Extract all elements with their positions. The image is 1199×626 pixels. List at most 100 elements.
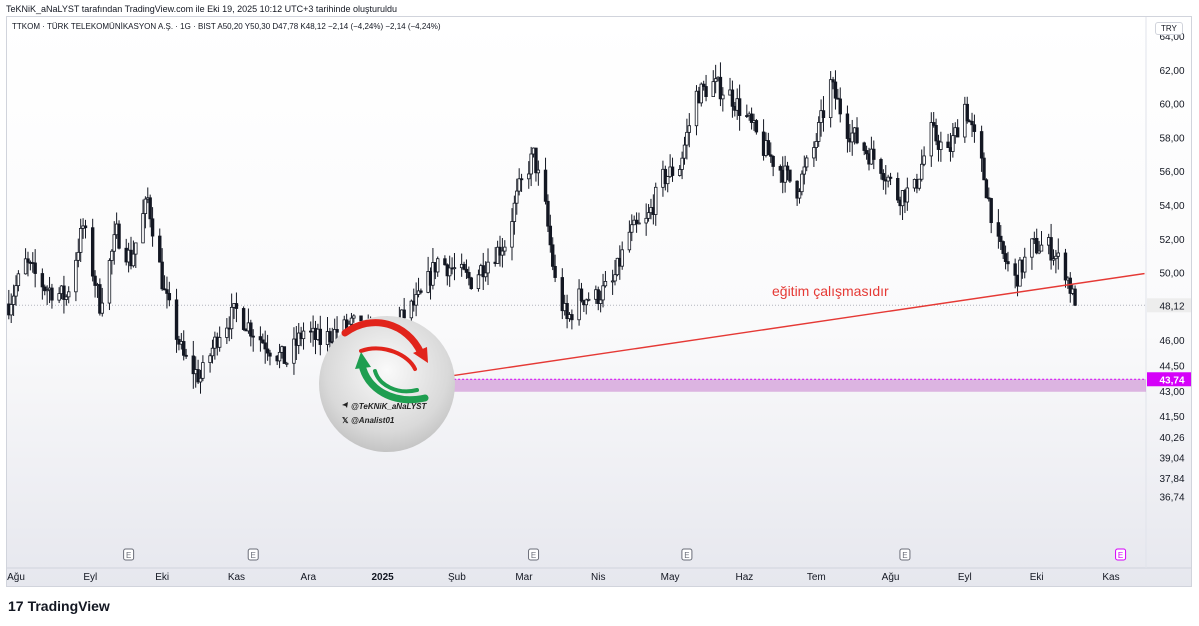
candle-body[interactable]: [9, 304, 13, 316]
candle-body[interactable]: [678, 169, 682, 176]
candle-body[interactable]: [754, 120, 759, 133]
time-axis[interactable]: Ağu Eyl Eki Kas Ara 2025 Şub Mar Nis May Haz Tem Ağu…: [7, 572, 1120, 583]
candle-body[interactable]: [989, 198, 993, 224]
candle-body[interactable]: [687, 125, 691, 133]
candle-body[interactable]: [1035, 237, 1039, 254]
candle-body[interactable]: [349, 317, 354, 325]
candle-body[interactable]: [881, 173, 886, 181]
candle-body[interactable]: [816, 122, 821, 142]
candle-body[interactable]: [896, 178, 900, 201]
candle-body[interactable]: [1018, 259, 1022, 287]
candle-body[interactable]: [512, 202, 517, 222]
candle-body[interactable]: [241, 308, 246, 330]
candle-body[interactable]: [630, 224, 634, 233]
candle-body[interactable]: [352, 315, 356, 319]
candle-body[interactable]: [814, 141, 818, 148]
candle-body[interactable]: [414, 294, 418, 306]
candle-body[interactable]: [546, 200, 550, 227]
candle-body[interactable]: [718, 76, 723, 100]
candle-body[interactable]: [62, 285, 66, 300]
candle-body[interactable]: [158, 235, 162, 263]
candle-body[interactable]: [1049, 237, 1053, 261]
candle-body[interactable]: [646, 212, 651, 219]
candle-body[interactable]: [939, 141, 943, 150]
candle-body[interactable]: [98, 284, 102, 314]
price-chart[interactable]: E E E E E E @TeKNiK_aNaLYST 𝕏 @Analist01 eğit…: [7, 17, 1192, 587]
candle-body[interactable]: [601, 285, 605, 301]
candle-body[interactable]: [191, 355, 196, 375]
candle-body[interactable]: [730, 89, 735, 107]
price-axis[interactable]: 36,74 37,84 39,04 40,26 41,50 43,00 44,50 46,00…: [1159, 32, 1184, 503]
candle-body[interactable]: [265, 348, 270, 354]
candle-body[interactable]: [879, 159, 883, 174]
candle-body[interactable]: [972, 124, 977, 132]
candle-body[interactable]: [644, 217, 648, 224]
candle-body[interactable]: [862, 142, 866, 151]
candle-body[interactable]: [225, 327, 229, 338]
candle-body[interactable]: [1013, 263, 1017, 276]
candle-body[interactable]: [14, 285, 18, 297]
candle-body[interactable]: [872, 148, 876, 160]
candle-body[interactable]: [654, 186, 658, 215]
candle-body[interactable]: [1068, 277, 1072, 294]
candle-body[interactable]: [198, 377, 203, 383]
candle-body[interactable]: [148, 197, 152, 220]
candle-body[interactable]: [699, 83, 703, 104]
candle-body[interactable]: [1037, 250, 1041, 254]
candle-body[interactable]: [436, 258, 440, 273]
candle-body[interactable]: [500, 250, 505, 256]
candle-body[interactable]: [112, 234, 116, 252]
candle-body[interactable]: [905, 187, 910, 203]
candle-body[interactable]: [701, 83, 706, 87]
candle-body[interactable]: [167, 293, 172, 301]
candle-body[interactable]: [850, 132, 854, 143]
candle-body[interactable]: [23, 258, 28, 275]
candle-body[interactable]: [833, 81, 838, 99]
candle-body[interactable]: [788, 169, 792, 182]
candle-body[interactable]: [251, 335, 255, 338]
candle-body[interactable]: [886, 176, 890, 182]
candle-body[interactable]: [1003, 253, 1008, 262]
candle-body[interactable]: [670, 166, 675, 176]
candle-body[interactable]: [680, 157, 684, 170]
currency-button[interactable]: TRY: [1155, 22, 1183, 35]
candle-body[interactable]: [551, 244, 555, 267]
candle-body[interactable]: [141, 213, 145, 244]
candle-body[interactable]: [510, 221, 514, 248]
candle-body[interactable]: [1006, 261, 1010, 265]
earnings-marker[interactable]: [681, 548, 693, 561]
candle-body[interactable]: [812, 147, 816, 159]
candle-body[interactable]: [979, 131, 984, 159]
candle-body[interactable]: [570, 314, 574, 321]
candle-body[interactable]: [93, 275, 97, 286]
candle-body[interactable]: [984, 179, 989, 199]
candle-body[interactable]: [263, 342, 267, 350]
tradingview-logo[interactable]: 17 TradingView: [8, 598, 110, 614]
candle-body[interactable]: [467, 272, 471, 279]
candle-body[interactable]: [711, 81, 715, 97]
candle-body[interactable]: [1073, 288, 1077, 306]
candle-body[interactable]: [469, 277, 473, 289]
candle-body[interactable]: [285, 362, 289, 365]
candle-body[interactable]: [26, 258, 30, 263]
candle-body[interactable]: [486, 261, 490, 274]
candle-body[interactable]: [721, 94, 725, 100]
candle-body[interactable]: [982, 157, 986, 181]
candle-body[interactable]: [929, 122, 933, 157]
support-zone[interactable]: [428, 379, 1146, 392]
candle-body[interactable]: [527, 173, 531, 180]
candle-body[interactable]: [800, 173, 804, 193]
candle-body[interactable]: [713, 78, 718, 83]
candle-body[interactable]: [529, 153, 533, 175]
candle-body[interactable]: [965, 103, 969, 122]
candle-body[interactable]: [402, 309, 406, 319]
candle-body[interactable]: [328, 331, 332, 343]
candle-body[interactable]: [934, 125, 938, 142]
candle-body[interactable]: [598, 299, 603, 304]
candle-body[interactable]: [196, 369, 200, 383]
candle-body[interactable]: [143, 198, 148, 214]
candle-body[interactable]: [1023, 256, 1027, 273]
candle-body[interactable]: [40, 273, 45, 288]
candle-body[interactable]: [409, 300, 414, 319]
candle-body[interactable]: [917, 178, 922, 189]
